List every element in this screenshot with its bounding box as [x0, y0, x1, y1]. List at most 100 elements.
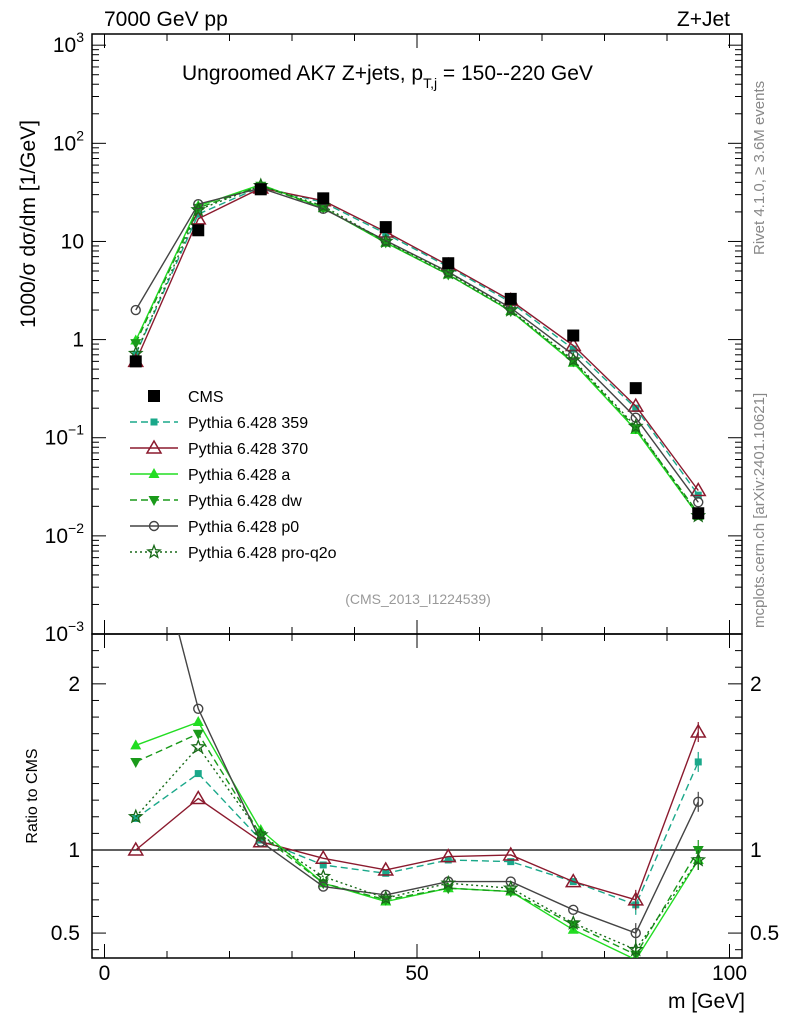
main-series-point — [130, 304, 141, 316]
ratio-series-point — [318, 881, 329, 892]
legend-item: Pythia 6.428 dw — [130, 493, 302, 510]
main-series-point — [632, 404, 640, 412]
header-right: Z+Jet — [677, 8, 730, 31]
ratio-series-point — [627, 941, 644, 957]
main-y-tick-label: 102 — [53, 127, 84, 155]
main-series-line — [135, 184, 699, 514]
main-title-rest: = 150--220 GeV — [437, 62, 593, 85]
main-title-subscript: T,j — [423, 75, 437, 91]
legend-marker — [146, 543, 162, 559]
ratio-series-0 — [132, 751, 702, 915]
ratio-series-point — [193, 703, 204, 714]
ratio-panel: 0.5 0.5 1 1 2 2 0 50 100 Ratio to CMS m [GeV] — [24, 633, 779, 1013]
main-series-point — [627, 397, 645, 412]
ratio-series-point — [689, 723, 707, 738]
ratio-series-point — [127, 808, 144, 824]
legend-item: Pythia 6.428 p0 — [130, 519, 299, 536]
main-series-point — [130, 339, 142, 350]
main-y-tick-label: 10−1 — [45, 422, 85, 450]
ratio-series — [127, 634, 707, 958]
legend-label: Pythia 6.428 359 — [188, 415, 308, 432]
cms-point — [629, 382, 642, 395]
legend: CMS Pythia 6.428 359 Pythia 6.428 370 Pythi… — [130, 389, 337, 562]
ratio-series-point — [505, 876, 516, 887]
main-series-point — [565, 351, 582, 367]
ratio-series-point — [444, 856, 452, 864]
cms-point — [317, 192, 330, 205]
ratio-series-2 — [130, 716, 704, 958]
legend-item: Pythia 6.428 370 — [130, 439, 308, 458]
main-series-line — [135, 187, 699, 503]
main-y-tick-label: 10−3 — [45, 618, 85, 646]
main-title: Ungroomed AK7 Z+jets, pT,j = 150--220 Ge… — [182, 62, 593, 91]
legend-marker — [145, 439, 163, 454]
ratio-series-point — [694, 758, 702, 766]
ratio-y-ticks: 0.5 0.5 1 1 2 2 — [51, 650, 779, 951]
main-series-point — [630, 412, 641, 423]
rivet-label: Rivet 4.1.0, ≥ 3.6M events — [751, 81, 768, 255]
legend-item: Pythia 6.428 a — [130, 467, 290, 484]
ratio-series-line — [135, 732, 699, 956]
main-y-axis-label: 1000/σ dσ/dm [1/GeV] — [17, 120, 40, 328]
ratio-series-point — [502, 879, 519, 895]
legend-label: Pythia 6.428 dw — [188, 493, 302, 510]
ratio-series-point — [502, 846, 520, 861]
main-frame — [91, 33, 743, 635]
ratio-series-point — [192, 716, 204, 727]
ratio-series-point — [693, 796, 704, 808]
cms-point — [192, 224, 205, 237]
ratio-y-axis-label: Ratio to CMS — [24, 748, 41, 843]
cms-point — [254, 183, 267, 196]
cms-data — [129, 183, 705, 520]
ratio-y-tick-label-left: 1 — [68, 839, 80, 862]
ratio-series-point — [507, 858, 515, 866]
legend-label: Pythia 6.428 a — [188, 467, 290, 484]
main-series-point — [189, 210, 207, 225]
ratio-series-point — [255, 831, 267, 842]
ratio-series-3 — [130, 729, 704, 958]
main-series-point — [568, 349, 579, 360]
ratio-frame — [91, 633, 743, 959]
cms-point — [567, 329, 580, 342]
legend-label: Pythia 6.428 370 — [188, 441, 308, 458]
x-tick-label: 50 — [405, 962, 428, 985]
main-series-point — [689, 481, 707, 497]
ratio-series-point — [630, 927, 641, 939]
ratio-y-tick-label-right: 2 — [750, 673, 762, 696]
legend-item: Pythia 6.428 359 — [130, 415, 308, 432]
cms-point — [129, 355, 142, 368]
ratio-series-point — [564, 873, 582, 888]
cms-point — [692, 507, 705, 520]
ratio-series-line — [178, 634, 699, 934]
ratio-series-point — [189, 790, 207, 805]
main-title-text: Ungroomed AK7 Z+jets, p — [182, 62, 423, 85]
main-y-tick-label: 10 — [61, 230, 84, 253]
ratio-series-point — [627, 891, 645, 906]
main-series-line — [135, 184, 699, 517]
cms-point — [379, 221, 392, 234]
main-series-point — [193, 198, 204, 210]
ratio-y-tick-label-right: 0.5 — [750, 922, 779, 945]
ratio-y-tick-label-right: 1 — [750, 839, 762, 862]
main-series — [127, 177, 707, 523]
main-y-tick-label: 103 — [53, 29, 84, 57]
mcplots-label: mcplots.cern.ch [arXiv:2401.10621] — [751, 393, 768, 628]
ratio-series-point — [690, 851, 707, 867]
ratio-series-point — [252, 826, 269, 842]
legend-label-cms: CMS — [188, 389, 224, 406]
main-y-tick-label: 10−2 — [45, 520, 85, 548]
ratio-series-point — [565, 914, 582, 930]
main-series-point — [627, 418, 644, 434]
main-series-line — [135, 187, 699, 491]
ratio-series-point — [377, 889, 394, 905]
main-series-point — [380, 238, 392, 249]
x-tick-label: 0 — [99, 962, 111, 985]
main-y-tick-label: 1 — [72, 329, 84, 352]
ratio-series-point — [568, 904, 579, 916]
main-series-point — [569, 345, 577, 353]
main-series-point — [377, 233, 394, 249]
ratio-series-point — [194, 770, 202, 778]
legend-item: Pythia 6.428 pro-q2o — [130, 543, 337, 562]
ratio-series-point — [440, 874, 457, 890]
